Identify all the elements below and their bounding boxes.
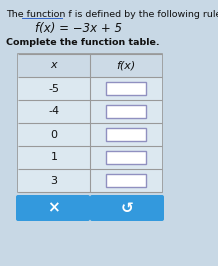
Bar xyxy=(18,169,162,192)
Bar xyxy=(18,100,162,123)
Bar xyxy=(18,77,162,100)
Bar xyxy=(106,151,146,164)
Bar xyxy=(106,174,146,187)
Bar xyxy=(18,146,162,169)
Bar xyxy=(18,54,162,77)
Text: -5: -5 xyxy=(48,84,60,94)
Bar xyxy=(18,123,162,146)
Text: 0: 0 xyxy=(51,130,58,139)
Bar xyxy=(106,128,146,141)
Text: -4: -4 xyxy=(48,106,60,117)
Text: 3: 3 xyxy=(51,176,58,185)
Text: f(x) = −3x + 5: f(x) = −3x + 5 xyxy=(35,22,122,35)
Text: x: x xyxy=(51,60,57,70)
Text: 1: 1 xyxy=(51,152,58,163)
FancyBboxPatch shape xyxy=(16,195,90,221)
Text: ↺: ↺ xyxy=(121,201,133,215)
Bar xyxy=(106,82,146,95)
FancyBboxPatch shape xyxy=(90,195,164,221)
Text: The function f is defined by the following rule.: The function f is defined by the followi… xyxy=(6,10,218,19)
Bar xyxy=(18,54,162,192)
Text: Complete the function table.: Complete the function table. xyxy=(6,38,160,47)
Text: f(x): f(x) xyxy=(116,60,136,70)
Bar xyxy=(106,105,146,118)
Text: ×: × xyxy=(47,201,59,215)
